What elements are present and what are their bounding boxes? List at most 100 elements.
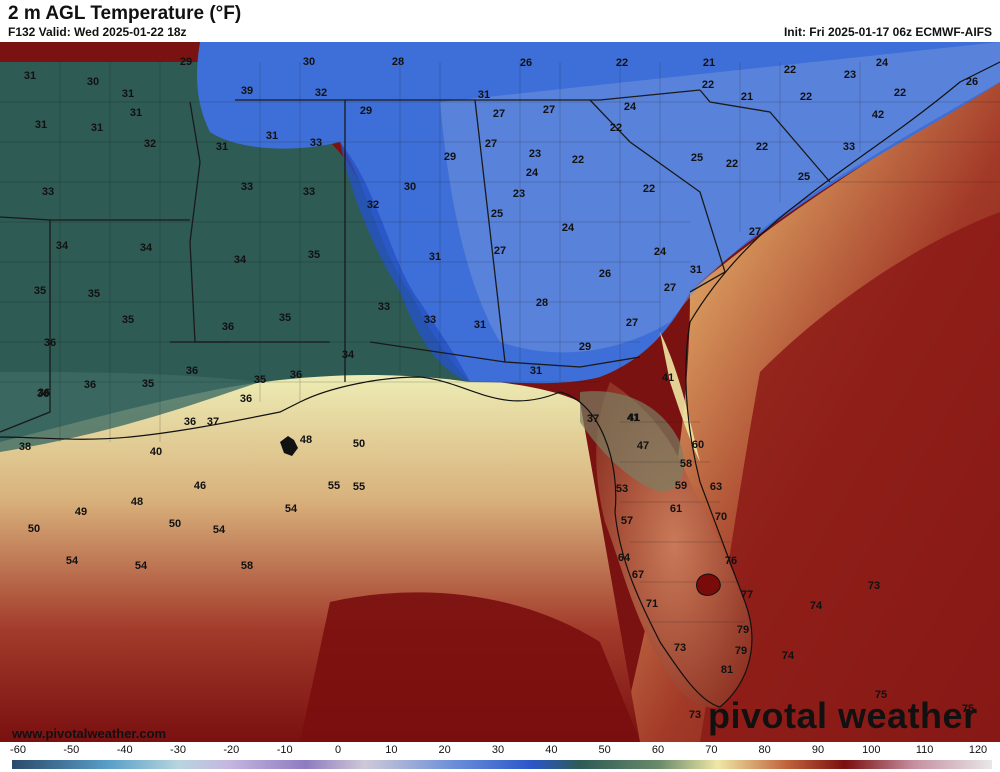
temperature-label: 58 [680, 458, 692, 470]
legend-tick-label: 70 [705, 744, 718, 756]
temperature-label: 71 [646, 598, 658, 610]
legend-tick-label: 20 [438, 744, 451, 756]
temperature-label: 32 [367, 199, 379, 211]
temperature-label: 23 [529, 148, 541, 160]
temperature-label: 60 [692, 439, 704, 451]
temperature-label: 40 [150, 446, 162, 458]
temperature-label: 22 [616, 57, 628, 69]
temperature-label: 29 [579, 341, 591, 353]
temperature-label: 46 [194, 480, 206, 492]
temperature-label: 49 [75, 506, 87, 518]
temperature-label: 22 [572, 154, 584, 166]
temperature-label: 21 [741, 91, 753, 103]
temperature-label: 22 [643, 183, 655, 195]
temperature-label: 41 [627, 412, 639, 424]
temperature-label: 27 [626, 317, 638, 329]
temperature-label: 21 [703, 57, 715, 69]
temperature-label: 29 [360, 105, 372, 117]
color-legend: -60 -50 -40 -30 -20 -10 0 10 20 30 40 50 60 70 80 90 100… [0, 742, 1000, 772]
temperature-label: 42 [872, 109, 884, 121]
temperature-label: 35 [122, 314, 134, 326]
temperature-label: 31 [429, 251, 441, 263]
temperature-label: 28 [536, 297, 548, 309]
temperature-label: 35 [88, 288, 100, 300]
temperature-label: 24 [876, 57, 889, 69]
legend-tick-label: -20 [223, 744, 240, 756]
temperature-label: 24 [526, 167, 539, 179]
temperature-label: 76 [725, 555, 737, 567]
temperature-label: 31 [530, 365, 542, 377]
atlantic-deep-warm [700, 212, 1000, 742]
temperature-label: 33 [310, 137, 322, 149]
map-title: 2 m AGL Temperature (°F) [8, 3, 242, 24]
temperature-label: 36 [37, 388, 49, 400]
temperature-label: 74 [782, 650, 795, 662]
temperature-label: 57 [621, 515, 633, 527]
temperature-label: 64 [618, 552, 631, 564]
temperature-label: 33 [241, 181, 253, 193]
temperature-label: 35 [308, 249, 320, 261]
temperature-label: 55 [353, 481, 365, 493]
temperature-label: 32 [144, 138, 156, 150]
temperature-label: 31 [91, 122, 103, 134]
temperature-label: 29 [444, 151, 456, 163]
temperature-label: 22 [894, 87, 906, 99]
temperature-label: 54 [285, 503, 298, 515]
temperature-label: 33 [843, 141, 855, 153]
temperature-label: 23 [513, 188, 525, 200]
temperature-label: 22 [800, 91, 812, 103]
legend-color-bar [12, 760, 992, 769]
temperature-label: 73 [674, 642, 686, 654]
temperature-label: 30 [404, 181, 416, 193]
temperature-label: 22 [610, 122, 622, 134]
temperature-label: 39 [241, 85, 253, 97]
temperature-label: 36 [184, 416, 196, 428]
temperature-label: 27 [485, 138, 497, 150]
temperature-label: 75 [962, 703, 974, 715]
legend-tick-label: -10 [276, 744, 293, 756]
temperature-label: 31 [478, 89, 490, 101]
temperature-label: 36 [186, 365, 198, 377]
map-header: 2 m AGL Temperature (°F) F132 Valid: Wed… [0, 0, 1000, 42]
coastline [0, 61, 1000, 708]
temperature-label: 73 [868, 580, 880, 592]
north-florida-mild [580, 391, 684, 492]
temperature-label: 33 [303, 186, 315, 198]
temperature-label: 33 [424, 314, 436, 326]
gulf-deep-warm [300, 592, 640, 742]
temperature-label: 25 [691, 152, 703, 164]
temperature-label: 36 [222, 321, 234, 333]
pivotal-weather-logo: pivotal weather [708, 695, 978, 736]
legend-tick-label: 40 [545, 744, 558, 756]
temperature-label: 24 [562, 222, 575, 234]
temperature-label: 36 [44, 337, 56, 349]
temperature-label: 31 [266, 130, 278, 142]
deep-blue-band [340, 142, 470, 382]
legend-tick-label: 0 [334, 744, 342, 756]
temperature-label: 54 [66, 555, 79, 567]
legend-tick-label: 120 [968, 744, 988, 756]
temperature-label: 70 [715, 511, 727, 523]
temperature-label: 48 [300, 434, 312, 446]
temperature-label: 34 [234, 254, 247, 266]
temperature-label: 58 [241, 560, 253, 572]
legend-tick-label: 110 [915, 744, 934, 756]
temperature-label: 22 [784, 64, 796, 76]
temperature-label: 55 [328, 480, 340, 492]
temperature-label: 75 [875, 689, 887, 701]
temperature-label: 77 [741, 589, 753, 601]
temperature-label: 74 [810, 600, 823, 612]
temperature-label: 31 [35, 119, 47, 131]
temperature-label: 24 [654, 246, 667, 258]
temperature-label: 63 [710, 481, 722, 493]
temperature-label: 26 [599, 268, 611, 280]
website-url[interactable]: www.pivotalweather.com [12, 726, 167, 741]
temperature-label: 31 [216, 141, 228, 153]
temperature-label: 30 [87, 76, 99, 88]
legend-tick-label: -60 [10, 744, 26, 756]
temperature-label: 27 [749, 226, 761, 238]
temperature-label: 32 [315, 87, 327, 99]
temperature-label: 26 [966, 76, 978, 88]
temperature-label: 27 [543, 104, 555, 116]
legend-tick-label: 50 [598, 744, 611, 756]
